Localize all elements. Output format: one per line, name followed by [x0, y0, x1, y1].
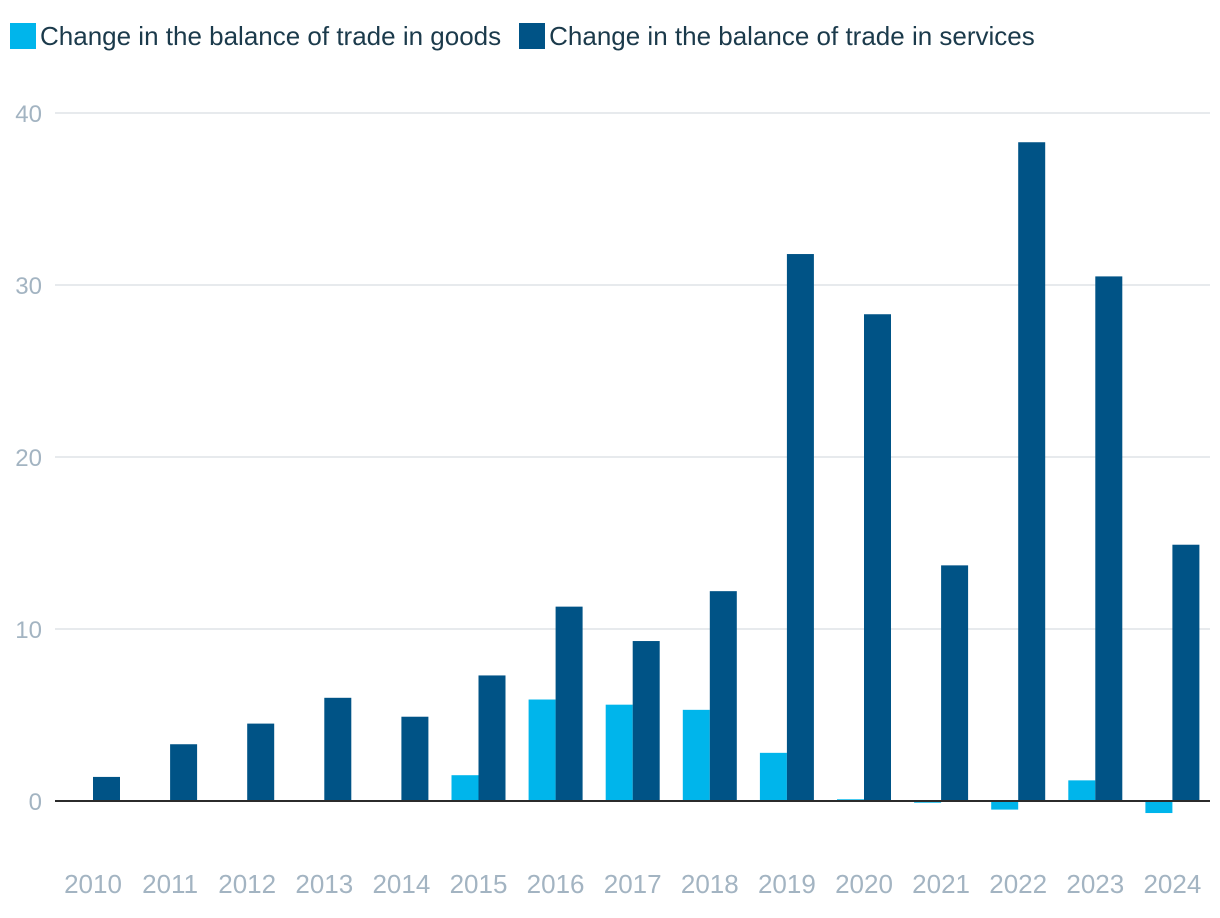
- legend-swatch-services: [519, 23, 546, 49]
- y-tick-label: 10: [15, 617, 42, 644]
- legend-item-services[interactable]: Change in the balance of trade in servic…: [519, 21, 1035, 52]
- services-bar-2015[interactable]: [478, 675, 506, 801]
- services-bar-2012[interactable]: [247, 723, 275, 801]
- services-bar-2010[interactable]: [93, 776, 120, 801]
- legend-label-services: Change in the balance of trade in servic…: [549, 20, 1035, 51]
- x-tick-label: 2012: [218, 869, 276, 899]
- goods-bar-2024[interactable]: [1145, 801, 1173, 814]
- services-bar-2023[interactable]: [1095, 276, 1123, 801]
- x-tick-label: 2018: [681, 869, 739, 899]
- services-bar-2022[interactable]: [1018, 142, 1046, 802]
- x-tick-label: 2017: [604, 869, 662, 899]
- services-bar-2016[interactable]: [555, 606, 583, 801]
- x-tick-label: 2014: [372, 869, 430, 899]
- services-bar-2018[interactable]: [709, 591, 737, 801]
- y-tick-label: 20: [15, 445, 42, 472]
- goods-bar-2023[interactable]: [1068, 780, 1096, 801]
- goods-bar-2015[interactable]: [451, 775, 479, 801]
- x-tick-label: 2016: [527, 869, 585, 899]
- goods-bar-2016[interactable]: [528, 699, 556, 801]
- x-tick-label: 2013: [295, 869, 353, 899]
- services-bar-2021[interactable]: [941, 565, 969, 801]
- x-tick-label: 2019: [758, 869, 816, 899]
- legend-label-goods: Change in the balance of trade in goods: [40, 20, 502, 51]
- services-bar-2024[interactable]: [1172, 544, 1200, 801]
- services-bar-2014[interactable]: [401, 716, 429, 801]
- goods-bar-2022[interactable]: [991, 801, 1019, 810]
- x-tick-label: 2011: [142, 869, 198, 899]
- goods-bar-2018[interactable]: [682, 709, 710, 801]
- x-tick-label: 2023: [1066, 869, 1124, 899]
- x-tick-label: 2010: [64, 869, 122, 899]
- y-tick-label: 30: [15, 273, 42, 300]
- y-tick-label: 40: [15, 101, 42, 128]
- x-tick-label: 2021: [912, 869, 970, 899]
- goods-bar-2019[interactable]: [759, 752, 787, 801]
- services-bar-2019[interactable]: [786, 254, 814, 802]
- legend-swatch-goods: [10, 23, 36, 49]
- x-tick-label: 2022: [989, 869, 1047, 899]
- legend: Change in the balance of trade in goods …: [10, 18, 1053, 54]
- x-tick-label: 2020: [835, 869, 893, 899]
- services-bar-2011[interactable]: [170, 744, 198, 801]
- x-tick-label: 2015: [450, 869, 508, 899]
- goods-bar-2017[interactable]: [605, 704, 633, 801]
- services-bar-2020[interactable]: [864, 314, 891, 801]
- y-tick-label: 0: [29, 789, 42, 816]
- legend-item-goods[interactable]: Change in the balance of trade in goods: [10, 21, 501, 52]
- x-tick-label: 2024: [1143, 869, 1201, 899]
- services-bar-2013[interactable]: [324, 697, 352, 801]
- services-bar-2017[interactable]: [632, 641, 660, 801]
